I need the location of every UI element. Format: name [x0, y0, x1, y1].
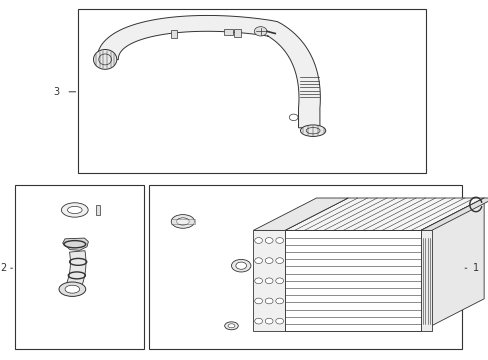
Ellipse shape	[59, 282, 85, 296]
Circle shape	[264, 318, 272, 324]
Circle shape	[275, 318, 283, 324]
Ellipse shape	[224, 322, 238, 330]
Bar	[224, 29, 232, 35]
Polygon shape	[420, 198, 483, 331]
Text: 1: 1	[472, 263, 478, 273]
Ellipse shape	[93, 50, 117, 69]
Ellipse shape	[300, 125, 325, 136]
Circle shape	[254, 278, 262, 284]
Polygon shape	[253, 198, 347, 230]
Polygon shape	[420, 198, 488, 230]
Bar	[420, 230, 431, 331]
Circle shape	[275, 278, 283, 284]
Ellipse shape	[227, 324, 234, 328]
Polygon shape	[97, 15, 320, 128]
Bar	[233, 29, 241, 37]
Circle shape	[264, 278, 272, 284]
Bar	[285, 230, 420, 331]
Polygon shape	[285, 198, 483, 230]
Ellipse shape	[171, 215, 194, 228]
Bar	[170, 30, 176, 38]
Ellipse shape	[235, 262, 246, 269]
Ellipse shape	[65, 285, 80, 293]
Ellipse shape	[61, 203, 88, 217]
Text: 3: 3	[53, 87, 60, 97]
Bar	[15, 185, 144, 349]
Circle shape	[275, 238, 283, 243]
Circle shape	[254, 318, 262, 324]
Bar	[171, 219, 194, 224]
Circle shape	[254, 27, 266, 36]
Bar	[148, 185, 461, 349]
Circle shape	[289, 114, 298, 121]
Bar	[253, 230, 285, 331]
Circle shape	[264, 238, 272, 243]
Ellipse shape	[176, 218, 189, 225]
Ellipse shape	[231, 259, 250, 272]
Bar	[78, 9, 425, 173]
Circle shape	[254, 258, 262, 264]
Circle shape	[275, 258, 283, 264]
Circle shape	[264, 298, 272, 304]
Circle shape	[254, 238, 262, 243]
Circle shape	[275, 298, 283, 304]
Circle shape	[254, 298, 262, 304]
Text: 2: 2	[0, 263, 6, 273]
Bar	[96, 204, 100, 215]
Circle shape	[264, 258, 272, 264]
Polygon shape	[62, 238, 88, 250]
Ellipse shape	[67, 206, 82, 213]
Polygon shape	[65, 251, 86, 291]
